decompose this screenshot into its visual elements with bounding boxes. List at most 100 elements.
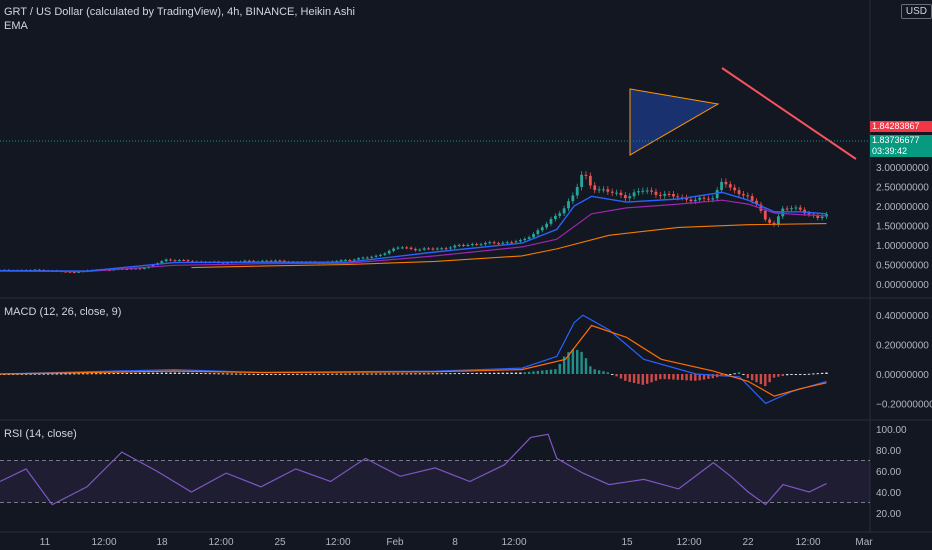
candle <box>540 227 544 231</box>
macd-histogram-bar <box>641 374 645 385</box>
signal-line <box>0 324 827 397</box>
rsi-band <box>0 460 870 503</box>
rsi-tick: 60.00 <box>876 467 901 478</box>
candle <box>768 219 772 223</box>
time-tick: 11 <box>40 537 51 548</box>
candle <box>479 244 483 246</box>
currency-selector[interactable]: USD <box>900 4 932 19</box>
macd-histogram-bar <box>73 373 76 375</box>
candle <box>816 215 820 218</box>
candle <box>260 260 264 262</box>
macd-histogram-bar <box>38 373 41 375</box>
macd-histogram-bar <box>729 374 732 375</box>
time-tick: 12:00 <box>325 537 350 548</box>
macd-histogram-bar <box>602 371 605 374</box>
macd-histogram-bar <box>213 373 216 375</box>
macd-histogram-bar <box>409 373 413 375</box>
macd-histogram-bar <box>274 373 277 375</box>
candle <box>462 244 465 246</box>
macd-histogram-bar <box>680 374 684 381</box>
macd-histogram-bar <box>256 373 260 375</box>
macd-line <box>0 314 827 405</box>
macd-histogram-bar <box>414 373 417 375</box>
macd-histogram-bar <box>768 374 771 383</box>
macd-histogram-bar <box>42 373 45 375</box>
macd-histogram-bar <box>746 374 749 379</box>
macd-histogram-bar <box>265 373 268 375</box>
macd-histogram-bar <box>523 372 526 374</box>
macd-histogram-bar <box>86 373 89 375</box>
macd-histogram-bar <box>81 373 85 375</box>
macd-histogram-bar <box>497 372 500 374</box>
macd-histogram-bar <box>313 373 317 375</box>
macd-tick: 0.00000000 <box>876 370 929 381</box>
rsi-label: RSI (14, close) <box>4 428 77 440</box>
macd-histogram-bar <box>46 373 50 375</box>
candle <box>619 192 623 196</box>
macd-histogram-bar <box>344 373 347 375</box>
macd-histogram-bar <box>685 374 688 381</box>
candle <box>169 259 172 261</box>
macd-histogram-bar <box>549 369 553 374</box>
macd-histogram-bar <box>628 374 631 383</box>
macd-histogram-bar <box>16 373 19 375</box>
candle <box>77 271 81 273</box>
macd-histogram-bar <box>134 372 137 374</box>
macd-histogram-bar <box>488 372 491 374</box>
candle <box>575 186 579 196</box>
candle <box>532 234 535 238</box>
macd-histogram-bar <box>667 374 671 380</box>
macd-histogram-bar <box>379 373 382 375</box>
candle <box>274 260 277 262</box>
macd-tick: 0.20000000 <box>876 341 929 352</box>
macd-histogram-bar <box>178 372 181 374</box>
macd-histogram-bar <box>230 373 233 375</box>
macd-histogram-bar <box>29 373 32 375</box>
macd-histogram-bar <box>296 373 299 375</box>
time-tick: 12:00 <box>91 537 116 548</box>
candle <box>527 237 531 239</box>
macd-histogram-bar <box>33 373 37 375</box>
macd-histogram-bar <box>799 374 802 375</box>
candle <box>693 199 697 202</box>
macd-histogram-bar <box>427 373 430 375</box>
macd-histogram-bar <box>501 372 505 374</box>
candle <box>72 272 76 274</box>
macd-histogram-bar <box>248 373 251 375</box>
candle <box>125 268 129 270</box>
macd-histogram-bar <box>737 372 741 374</box>
macd-histogram-bar <box>772 374 776 378</box>
candle <box>414 248 417 251</box>
macd-histogram-bar <box>650 374 653 383</box>
candle <box>278 260 282 262</box>
macd-histogram-bar <box>239 373 242 375</box>
macd-histogram-bar <box>191 372 194 374</box>
candle <box>602 189 605 191</box>
candle <box>64 271 67 273</box>
candle <box>654 191 658 195</box>
candle <box>606 189 610 192</box>
macd-histogram-bar <box>125 372 129 374</box>
macd-histogram-bar <box>807 373 811 375</box>
macd-histogram-bar <box>160 372 164 374</box>
macd-histogram-bar <box>278 373 282 375</box>
candle <box>720 181 723 191</box>
macd-histogram-bar <box>405 373 408 375</box>
candle <box>597 189 601 191</box>
candle <box>772 222 776 225</box>
macd-histogram-bar <box>361 373 365 375</box>
candle <box>405 247 409 249</box>
macd-histogram-bar <box>750 374 754 381</box>
candle <box>182 260 186 262</box>
macd-histogram-bar <box>151 372 155 374</box>
macd-histogram-bar <box>707 374 710 379</box>
macd-histogram-bar <box>689 374 693 381</box>
macd-histogram-bar <box>208 373 212 375</box>
candle <box>138 268 142 270</box>
macd-histogram-bar <box>422 373 426 375</box>
macd-histogram-bar <box>571 349 575 374</box>
macd-histogram-bar <box>95 373 98 375</box>
candle <box>580 174 584 187</box>
candle <box>374 255 378 257</box>
